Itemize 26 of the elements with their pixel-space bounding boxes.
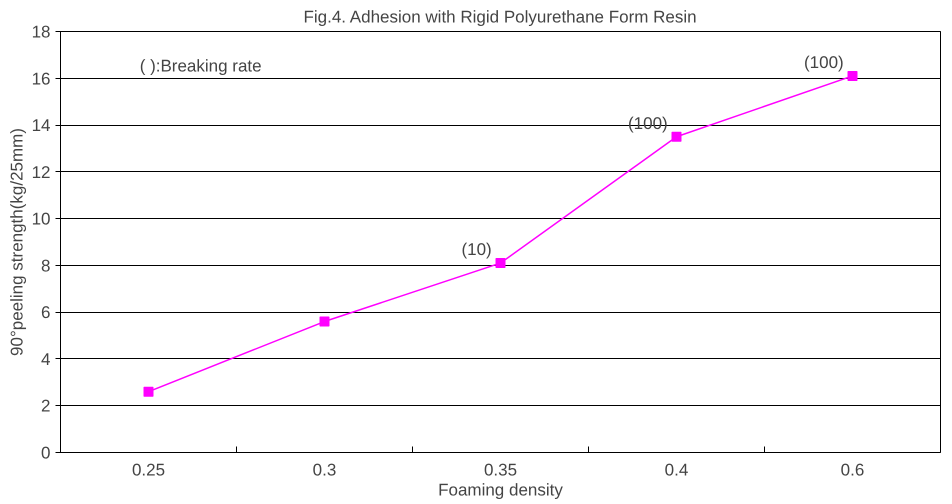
x-tick-label: 0.35 <box>484 460 518 480</box>
y-tick-label: 16 <box>32 69 51 88</box>
point <box>496 258 506 268</box>
point <box>672 132 682 142</box>
point <box>144 386 154 397</box>
x-tick-label: 0.25 <box>132 460 166 480</box>
annotation: ( ):Breaking rate <box>140 56 262 76</box>
y-tick-label: 4 <box>41 350 51 369</box>
y-tick-label: 2 <box>41 396 51 416</box>
point <box>848 70 858 81</box>
point <box>320 316 330 327</box>
x-tick-label: 0.4 <box>664 460 688 480</box>
x-tick-label: 0.6 <box>840 460 864 480</box>
y-tick-label: 14 <box>32 116 51 136</box>
y-tick-label: 10 <box>32 210 51 229</box>
annotation: (100) <box>804 52 844 72</box>
y-axis-title: 90°peeling strength(kg/25mm) <box>8 128 27 356</box>
annotation: (10) <box>461 240 492 260</box>
x-tick-label: 0.3 <box>312 460 336 480</box>
y-tick-label: 12 <box>32 162 51 182</box>
chart-title: Fig.4. Adhesion with Rigid Polyurethane Form Resin <box>303 8 697 26</box>
y-tick-label: 18 <box>32 22 51 42</box>
y-tick-label: 8 <box>41 256 51 276</box>
y-tick-label: 6 <box>41 303 51 322</box>
y-tick-label: 0 <box>41 444 51 462</box>
x-axis-title: Foaming density <box>438 480 564 500</box>
